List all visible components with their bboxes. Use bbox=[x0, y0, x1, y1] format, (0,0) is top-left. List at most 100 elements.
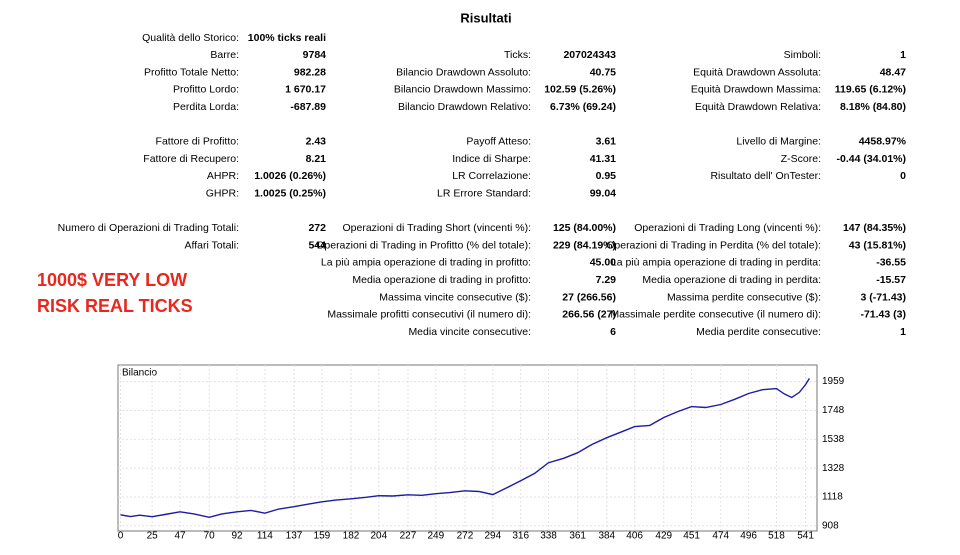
x-tick-label: 406 bbox=[626, 531, 643, 542]
x-tick-label: 272 bbox=[457, 531, 474, 542]
stat-label: Media vincite consecutive: bbox=[408, 326, 531, 338]
stat-label: Qualità dello Storico: bbox=[142, 32, 239, 44]
x-tick-label: 0 bbox=[118, 531, 124, 542]
stat-value: 266.56 (27) bbox=[562, 309, 616, 321]
stat-value: -15.57 bbox=[876, 274, 906, 286]
stat-label: Fattore di Recupero: bbox=[143, 153, 239, 165]
x-tick-label: 25 bbox=[147, 531, 159, 542]
x-tick-label: 227 bbox=[400, 531, 417, 542]
stat-label: Profitto Totale Netto: bbox=[144, 66, 239, 78]
stat-label: Operazioni di Trading in Profitto (% del… bbox=[316, 239, 531, 251]
stat-label: Massima perdite consecutive ($): bbox=[667, 291, 821, 303]
stat-label: Barre: bbox=[210, 49, 239, 61]
stat-label: Affari Totali: bbox=[185, 239, 239, 251]
stat-label: Perdita Lorda: bbox=[173, 101, 239, 113]
stat-value: 9784 bbox=[303, 49, 327, 61]
stat-label: Media operazione di trading in profitto: bbox=[352, 274, 531, 286]
stat-value: 40.75 bbox=[590, 66, 616, 78]
stat-value: 982.28 bbox=[294, 66, 326, 78]
stat-value: 8.21 bbox=[306, 153, 327, 165]
stat-value: 1.0026 (0.26%) bbox=[254, 170, 326, 182]
stat-value: 0.95 bbox=[596, 170, 617, 182]
stat-value: 1 bbox=[900, 326, 906, 338]
stat-label: Massima vincite consecutive ($): bbox=[379, 291, 531, 303]
stat-label: Simboli: bbox=[784, 49, 821, 61]
stat-label: Ticks: bbox=[504, 49, 531, 61]
x-tick-label: 518 bbox=[768, 531, 785, 542]
x-tick-label: 294 bbox=[484, 531, 501, 542]
x-tick-label: 159 bbox=[314, 531, 331, 542]
stat-label: Media operazione di trading in perdita: bbox=[642, 274, 821, 286]
stat-value: 1 bbox=[900, 49, 906, 61]
stat-value: 147 (84.35%) bbox=[843, 222, 906, 234]
stat-value: -687.89 bbox=[290, 101, 326, 113]
y-tick-label: 908 bbox=[822, 520, 839, 531]
stat-value: -71.43 (3) bbox=[860, 309, 906, 321]
stat-value: 48.47 bbox=[880, 66, 906, 78]
stat-label: Indice di Sharpe: bbox=[452, 153, 531, 165]
stat-value: 6.73% (69.24) bbox=[550, 101, 616, 113]
stat-value: 7.29 bbox=[596, 274, 617, 286]
x-tick-label: 451 bbox=[683, 531, 700, 542]
y-tick-label: 1118 bbox=[822, 492, 843, 503]
stat-value: 41.31 bbox=[590, 153, 616, 165]
stat-label: Massimale perdite consecutive (il numero… bbox=[610, 309, 821, 321]
stat-value: 99.04 bbox=[590, 187, 616, 199]
annotation: RISK REAL TICKS bbox=[37, 296, 193, 316]
x-tick-label: 114 bbox=[257, 531, 273, 542]
stat-label: Equità Drawdown Relativa: bbox=[695, 101, 821, 113]
x-tick-label: 541 bbox=[797, 531, 814, 542]
stat-label: La più ampia operazione di trading in pr… bbox=[321, 257, 531, 269]
x-tick-label: 384 bbox=[598, 531, 615, 542]
chart-label: Bilancio bbox=[122, 368, 157, 379]
stat-label: Z-Score: bbox=[781, 153, 821, 165]
y-tick-label: 1748 bbox=[822, 405, 845, 416]
stat-label: Fattore di Profitto: bbox=[156, 136, 239, 148]
report-title: Risultati bbox=[460, 10, 511, 25]
stat-label: Bilancio Drawdown Relativo: bbox=[398, 101, 531, 113]
stat-label: Equità Drawdown Assoluta: bbox=[693, 66, 821, 78]
stat-label: Livello di Margine: bbox=[736, 136, 821, 148]
stat-label: Massimale profitti consecutivi (il numer… bbox=[327, 309, 531, 321]
x-tick-label: 182 bbox=[343, 531, 360, 542]
x-tick-label: 338 bbox=[540, 531, 557, 542]
stat-value: 119.65 (6.12%) bbox=[835, 84, 906, 96]
stat-value: 544 bbox=[308, 239, 326, 251]
x-tick-label: 316 bbox=[512, 531, 529, 542]
stat-label: Profitto Lordo: bbox=[173, 84, 239, 96]
stat-label: Operazioni di Trading Short (vincenti %)… bbox=[342, 222, 531, 234]
x-tick-label: 496 bbox=[740, 531, 757, 542]
x-tick-label: 47 bbox=[174, 531, 186, 542]
stat-value: 3 (-71.43) bbox=[860, 291, 906, 303]
stat-value: 8.18% (84.80) bbox=[840, 101, 906, 113]
stat-value: 45.00 bbox=[590, 257, 616, 269]
x-tick-label: 249 bbox=[427, 531, 444, 542]
stat-value: 4458.97% bbox=[859, 136, 907, 148]
stat-value: -36.55 bbox=[876, 257, 906, 269]
stat-value: 125 (84.00%) bbox=[553, 222, 616, 234]
stat-label: Media perdite consecutive: bbox=[696, 326, 821, 338]
stat-value: 229 (84.19%) bbox=[553, 239, 616, 251]
stat-value: 272 bbox=[308, 222, 326, 234]
stat-value: 1.0025 (0.25%) bbox=[254, 187, 326, 199]
stat-value: 1 670.17 bbox=[285, 84, 326, 96]
y-tick-label: 1538 bbox=[822, 434, 845, 445]
stat-label: AHPR: bbox=[207, 170, 239, 182]
stat-label: Equità Drawdown Massima: bbox=[691, 84, 821, 96]
x-tick-label: 70 bbox=[204, 531, 216, 542]
stat-label: Operazioni di Trading Long (vincenti %): bbox=[634, 222, 821, 234]
stat-value: 102.59 (5.26%) bbox=[544, 84, 616, 96]
y-tick-label: 1328 bbox=[822, 463, 845, 474]
balance-line bbox=[120, 378, 810, 519]
stat-label: LR Errore Standard: bbox=[437, 187, 531, 199]
stat-label: Bilancio Drawdown Massimo: bbox=[394, 84, 531, 96]
x-tick-label: 474 bbox=[712, 531, 729, 542]
stat-value: 6 bbox=[610, 326, 616, 338]
stat-value: 27 (266.56) bbox=[562, 291, 616, 303]
stat-value: 207024343 bbox=[563, 49, 616, 61]
x-tick-label: 92 bbox=[231, 531, 243, 542]
x-tick-label: 361 bbox=[569, 531, 586, 542]
chart-frame bbox=[117, 364, 818, 532]
annotation: 1000$ VERY LOW bbox=[37, 270, 187, 290]
